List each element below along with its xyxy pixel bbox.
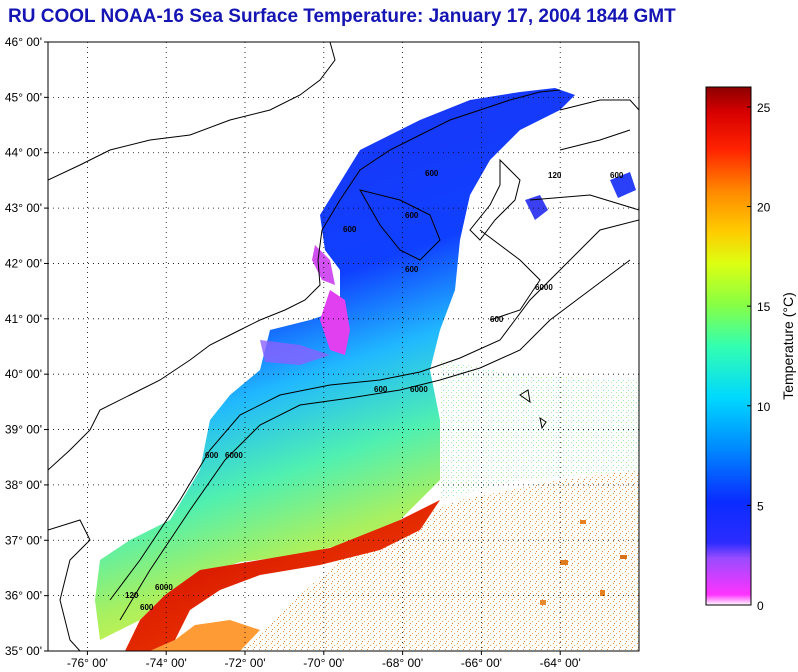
longitude-label: -72° 00': [224, 656, 265, 670]
latitude-label: 46° 00': [5, 35, 42, 49]
contour-label: 600: [405, 211, 419, 220]
contour-label: 120: [125, 591, 139, 600]
contour-label: 6000: [155, 583, 173, 592]
contour-label: 600: [140, 603, 154, 612]
latitude-label: 44° 00': [5, 146, 42, 160]
map-frame: [47, 41, 640, 652]
latitude-labels: 46° 00' 45° 00' 44° 00' 43° 00' 42° 00' 41° 0…: [5, 35, 48, 658]
sst-data-layer: [95, 88, 639, 651]
colorbar-tick-label: 10: [757, 400, 771, 414]
latitude-label: 35° 00': [5, 644, 42, 658]
latitude-label: 38° 00': [5, 478, 42, 492]
colorbar-tick-label: 0: [757, 599, 764, 613]
latitude-label: 40° 00': [5, 367, 42, 381]
longitude-label: -74° 00': [146, 656, 187, 670]
contour-label: 600: [374, 385, 388, 394]
contour-label: 600: [343, 225, 357, 234]
longitude-label: -76° 00': [67, 656, 108, 670]
gulf-stream: [125, 500, 440, 651]
longitude-label: -70° 00': [303, 656, 344, 670]
colorbar-tick-label: 15: [757, 300, 771, 314]
latitude-label: 39° 00': [5, 423, 42, 437]
contour-labels: 600 600 600 600 600 600 6000 600 6000 60…: [125, 169, 624, 612]
latitude-label: 37° 00': [5, 533, 42, 547]
sst-water-mass: [95, 88, 575, 640]
colorbar-ticks: 25 20 15 10 5 0: [747, 101, 771, 613]
latitude-label: 36° 00': [5, 589, 42, 603]
contour-label: 6000: [535, 283, 553, 292]
colorbar-tick-label: 5: [757, 499, 764, 513]
colorbar-label: Temperature (°C): [780, 292, 796, 400]
contour-label: 600: [425, 169, 439, 178]
latitude-label: 42° 00': [5, 256, 42, 270]
latitude-label: 45° 00': [5, 90, 42, 104]
coastline-and-bathymetry: [48, 42, 639, 651]
longitude-labels: -76° 00' -74° 00' -72° 00' -70° 00' -68° 00'…: [67, 651, 581, 670]
longitude-label: -68° 00': [382, 656, 423, 670]
contour-label: 600: [405, 265, 419, 274]
colorbar-tick-label: 20: [757, 201, 771, 215]
colorbar: [705, 86, 752, 606]
contour-label: 6000: [410, 385, 428, 394]
longitude-label: -66° 00': [461, 656, 502, 670]
contour-label: 600: [205, 451, 219, 460]
contour-label: 600: [490, 315, 504, 324]
map-title: RU COOL NOAA-16 Sea Surface Temperature:…: [8, 6, 676, 27]
colorbar-tick-label: 25: [757, 101, 771, 115]
contour-label: 6000: [225, 451, 243, 460]
latitude-label: 43° 00': [5, 201, 42, 215]
contour-label: 600: [610, 171, 624, 180]
latitude-label: 41° 00': [5, 312, 42, 326]
contour-label: 120: [548, 171, 562, 180]
lat-lon-grid: [48, 42, 639, 651]
longitude-label: -64° 00': [540, 656, 581, 670]
